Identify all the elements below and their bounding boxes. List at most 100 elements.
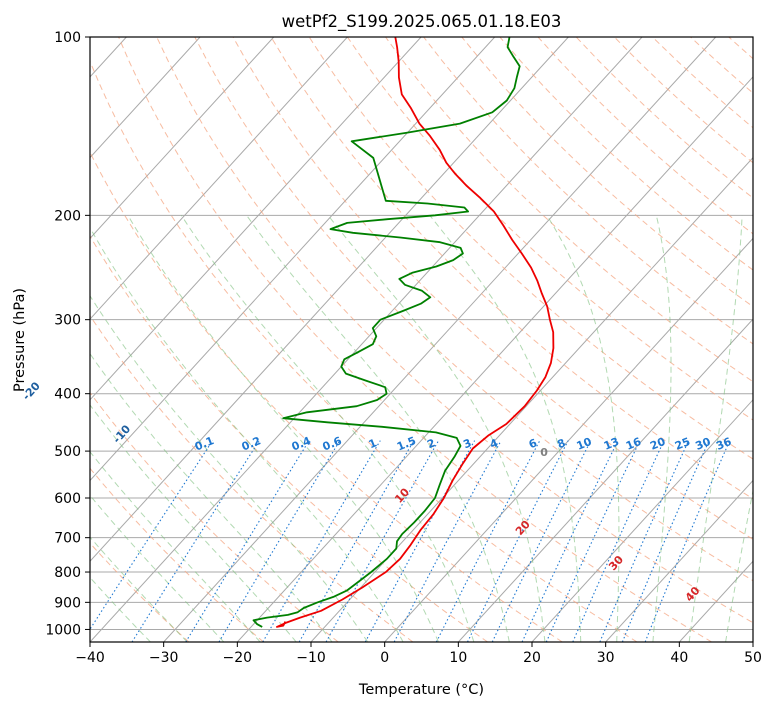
mixing-ratio-line [521, 440, 619, 642]
dry-adiabat-line [270, 37, 753, 500]
y-axis: 100 200 300 400 500 600 700 800 900 1000 [45, 30, 90, 638]
x-tick-label: −10 [296, 650, 326, 666]
dry-adiabat-line [156, 37, 753, 624]
mixing-ratio-line [435, 440, 541, 642]
moist-adiabat-label: 30 [606, 553, 626, 573]
x-tick-label: 0 [380, 650, 389, 666]
dry-adiabat-line [385, 37, 753, 383]
dry-adiabat-line [346, 37, 753, 421]
dry-adiabat-line [232, 37, 753, 540]
mixing-ratio-label: 6 [527, 436, 539, 451]
dry-adiabat-line [308, 37, 753, 460]
x-tick-label: 10 [449, 650, 467, 666]
dry-adiabat-line [90, 391, 339, 642]
dry-adiabat-line [194, 37, 753, 582]
mixing-ratio-label: 13 [602, 435, 621, 453]
x-tick-label: 40 [670, 650, 688, 666]
isotherm-line [90, 37, 275, 240]
moist-adiabat-line [90, 226, 404, 642]
temperature-profile-line [275, 37, 555, 628]
isotherm-line [90, 37, 496, 482]
moist-adiabat-line [180, 215, 475, 642]
mixing-ratio-line [325, 440, 440, 642]
mixing-ratio-line [262, 440, 381, 642]
mixing-ratio-line [218, 440, 341, 642]
mixing-ratio-label: 1 [367, 436, 379, 451]
mixing-ratio-line [545, 440, 641, 642]
moist-adiabat-line [90, 536, 188, 642]
isotherm-line [90, 37, 569, 563]
profile-lines [252, 37, 555, 628]
chart-title: wetPf2_S199.2025.065.01.18.E03 [282, 12, 562, 32]
moist-adiabat-line [90, 404, 297, 642]
mixing-ratio-label: 3 [461, 436, 473, 451]
moist-adiabat-line [127, 215, 439, 642]
mixing-ratio-line [491, 440, 592, 642]
y-tick-label: 1000 [45, 622, 81, 638]
isotherm-line [605, 479, 753, 642]
dry-adiabat-line [90, 151, 563, 642]
y-tick-label: 200 [54, 208, 81, 224]
dry-adiabat-line [537, 37, 753, 235]
y-tick-label: 100 [54, 30, 81, 46]
mixing-ratio-line [644, 440, 731, 642]
dry-adiabat-line [118, 37, 712, 642]
x-tick-label: 50 [744, 650, 762, 666]
isotherm-line [90, 37, 348, 320]
moist-adiabat-label: 20 [513, 518, 533, 538]
moist-adiabat-line [90, 576, 151, 642]
dry-adiabat-line [690, 37, 753, 94]
mixing-ratio-label: 30 [693, 435, 712, 453]
dry-adiabat-label: -10 [110, 422, 133, 446]
isotherm-line [90, 37, 643, 642]
isotherm-line [457, 318, 753, 642]
moist-adiabat-line [725, 488, 753, 642]
mixing-ratio-label: 4 [488, 436, 500, 451]
isotherm-line [384, 237, 753, 642]
moist-adiabat-label: 10 [392, 485, 412, 505]
x-tick-label: 20 [523, 650, 541, 666]
y-tick-label: 800 [54, 565, 81, 581]
moist-adiabat-label: 40 [683, 584, 703, 604]
line-labels: 0.10.20.40.611.52346810131620253036-100-… [20, 379, 734, 604]
x-axis: −40 −30 −20 −10 0 10 20 30 40 50 [75, 642, 762, 666]
mixing-ratio-label: 10 [575, 435, 594, 453]
x-tick-label: −30 [149, 650, 179, 666]
dry-adiabat-line [90, 235, 488, 642]
y-tick-label: 600 [54, 491, 81, 507]
dry-adiabat-line [90, 467, 264, 642]
mixing-ratio-label: 20 [648, 435, 667, 453]
dry-adiabat-line [90, 314, 414, 642]
y-axis-label: Pressure (hPa) [12, 288, 28, 392]
mixing-ratio-label: 8 [555, 436, 567, 451]
y-tick-label: 400 [54, 387, 81, 403]
x-tick-label: −40 [75, 650, 105, 666]
mixing-ratio-label: 25 [673, 435, 692, 453]
moist-adiabat-zero-label: 0 [540, 446, 548, 459]
moist-adiabat-line [90, 494, 225, 642]
moist-adiabat-line [652, 215, 672, 642]
mixing-ratio-line [185, 440, 310, 642]
mixing-ratio-line [621, 440, 710, 642]
dry-adiabat-line [728, 37, 753, 60]
y-tick-label: 500 [54, 444, 81, 460]
moist-adiabat-line [90, 294, 369, 642]
mixing-ratio-line [467, 440, 569, 642]
isotherm-line [236, 76, 753, 642]
x-tick-label: 30 [597, 650, 615, 666]
moist-adiabat-line [546, 215, 620, 642]
isotherm-line [163, 37, 717, 642]
mixing-ratio-line [599, 440, 690, 642]
dry-adiabat-line [90, 542, 190, 642]
background-lines [90, 37, 753, 642]
mixing-ratio-line [572, 440, 665, 642]
x-axis-label: Temperature (°C) [358, 682, 484, 698]
mixing-ratio-line [90, 440, 214, 631]
dry-adiabat-line [90, 60, 638, 642]
y-tick-label: 700 [54, 531, 81, 547]
moist-adiabat-line [327, 214, 546, 642]
y-tick-label: 900 [54, 595, 81, 611]
dry-adiabat-line [575, 37, 753, 199]
isotherm-line [752, 641, 753, 642]
